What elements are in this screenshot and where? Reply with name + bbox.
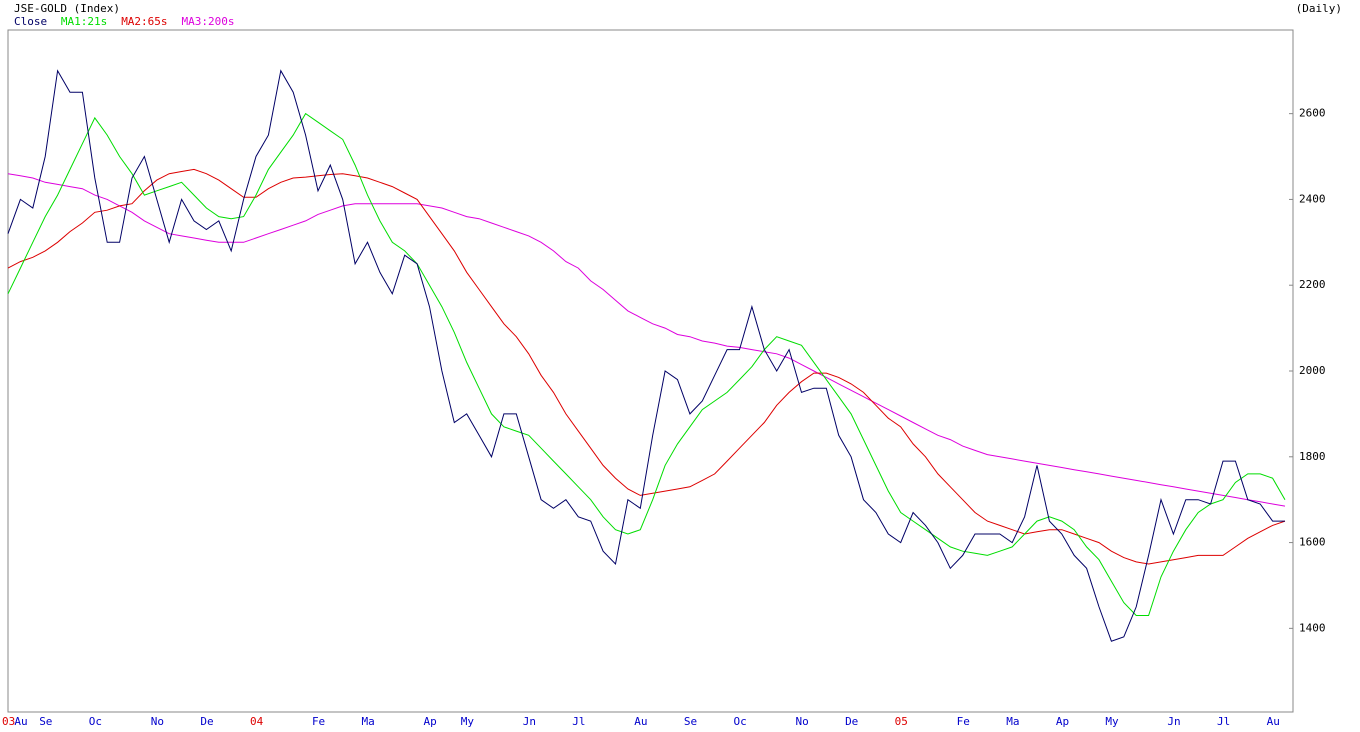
x-tick-label: Ap (424, 715, 437, 728)
series-line (7, 168, 1286, 565)
plot-frame (7, 29, 1294, 713)
x-tick-label: De (200, 715, 213, 728)
x-tick-label: No (151, 715, 164, 728)
x-tick-label: 05 (895, 715, 908, 728)
x-tick-label: My (461, 715, 475, 728)
x-tick-label: Oc (733, 715, 746, 728)
x-tick-label: No (795, 715, 808, 728)
chart-title: JSE-GOLD (Index) (14, 2, 120, 15)
series-line (7, 69, 1285, 642)
legend-entry: MA3:200s (182, 15, 235, 28)
y-tick-label: 2600 (1299, 107, 1326, 120)
x-tick-label: Au (634, 715, 647, 728)
series-line (7, 112, 1286, 616)
y-tick-label: 1600 (1299, 536, 1326, 549)
legend-entry: MA1:21s (61, 15, 107, 28)
x-tick-label: De (845, 715, 858, 728)
x-tick-label: Ma (362, 715, 375, 728)
x-tick-label: My (1105, 715, 1119, 728)
legend-entry: Close (14, 15, 47, 28)
x-tick-label: Fe (957, 715, 970, 728)
x-tick-label: Ma (1006, 715, 1019, 728)
series-line (7, 173, 1286, 507)
x-tick-label: Ap (1056, 715, 1069, 728)
x-tick-label: Jl (572, 715, 585, 728)
x-tick-label: Se (39, 715, 52, 728)
x-tick-label: Oc (89, 715, 102, 728)
x-tick-label: 03 (2, 715, 15, 728)
legend-entry: MA2:65s (121, 15, 167, 28)
x-tick-label: 04 (250, 715, 264, 728)
x-tick-label: Jn (523, 715, 536, 728)
y-tick-label: 2200 (1299, 278, 1326, 291)
x-tick-label: Jl (1217, 715, 1230, 728)
x-tick-label: Se (684, 715, 697, 728)
x-tick-label: Au (14, 715, 27, 728)
y-tick-label: 1800 (1299, 450, 1326, 463)
y-tick-label: 2000 (1299, 364, 1326, 377)
x-tick-label: Au (1267, 715, 1280, 728)
x-tick-label: Fe (312, 715, 325, 728)
x-tick-label: Jn (1167, 715, 1180, 728)
y-tick-label: 2400 (1299, 192, 1326, 205)
chart-subtitle: (Daily) (1296, 2, 1342, 15)
y-tick-label: 1400 (1299, 621, 1326, 634)
